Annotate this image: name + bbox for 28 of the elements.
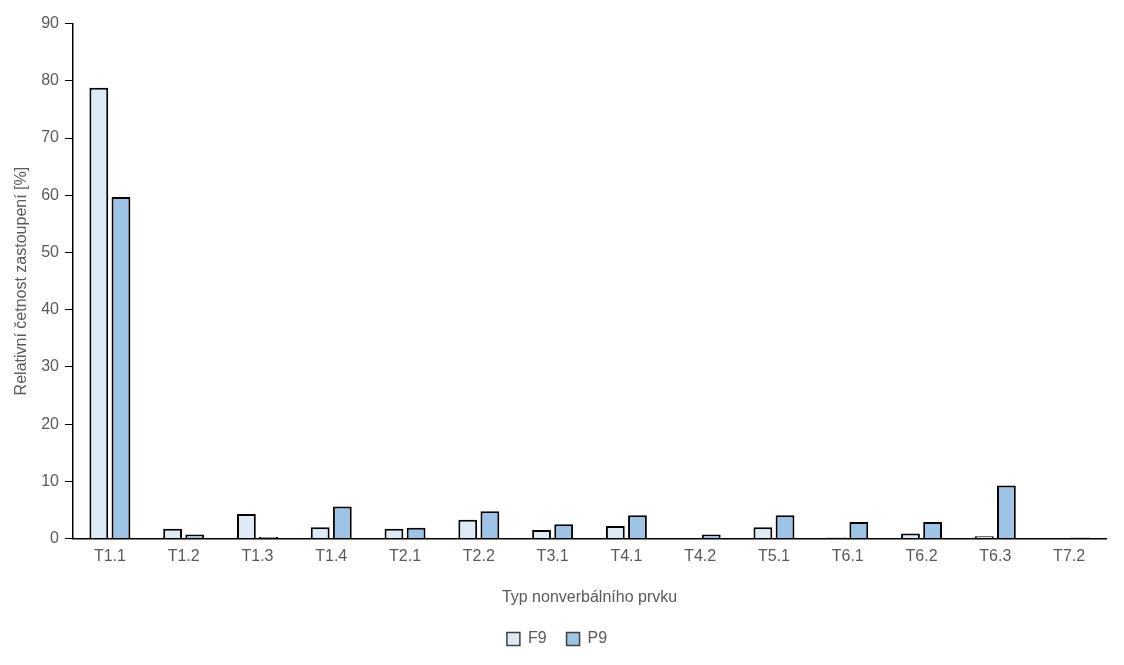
- x-axis-title: Typ nonverbálního prvku: [501, 587, 678, 605]
- x-tick-label: T4.2: [684, 546, 717, 564]
- y-tick-label: 90: [41, 14, 60, 32]
- x-tick-label: T3.1: [536, 546, 569, 564]
- y-tick-label: 30: [41, 357, 60, 375]
- legend-label: P9: [587, 629, 608, 647]
- x-tick-label: T2.1: [389, 546, 422, 564]
- y-tick-label: 0: [50, 529, 60, 547]
- x-tick-label: T6.1: [831, 546, 864, 564]
- x-tick-label: T1.4: [315, 546, 348, 564]
- y-tick-label: 50: [41, 242, 60, 260]
- y-tick-label: 70: [41, 128, 60, 146]
- x-tick-label: T7.2: [1053, 546, 1086, 564]
- y-tick-label: 40: [41, 300, 60, 318]
- x-tick-label: T2.2: [462, 546, 495, 564]
- y-tick-label: 80: [41, 71, 60, 89]
- x-tick-label: T1.3: [241, 546, 274, 564]
- y-axis-title: Relativní četnost zastoupení [%]: [12, 166, 30, 396]
- y-tick-label: 20: [41, 414, 60, 432]
- x-tick-label: T4.1: [610, 546, 643, 564]
- x-tick-label: T6.2: [905, 546, 938, 564]
- y-tick-label: 60: [41, 185, 60, 203]
- x-tick-label: T6.3: [979, 546, 1012, 564]
- x-tick-label: T1.2: [167, 546, 200, 564]
- y-tick-label: 10: [41, 471, 60, 489]
- legend-label: F9: [527, 629, 547, 647]
- x-tick-label: T1.1: [93, 546, 126, 564]
- x-tick-label: T5.1: [757, 546, 791, 564]
